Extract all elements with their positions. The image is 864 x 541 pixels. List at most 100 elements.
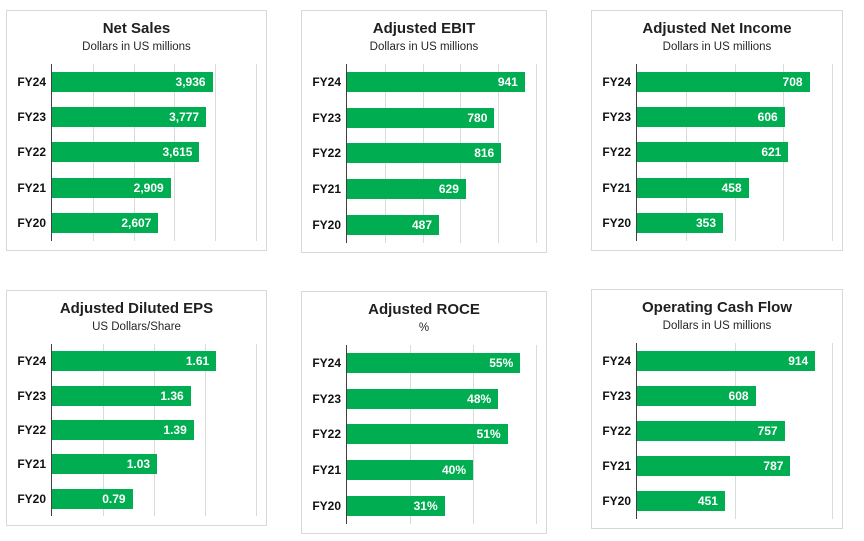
bar: 1.03 — [52, 454, 158, 475]
bar-value-label: 458 — [721, 180, 742, 195]
bar-value-label: 0.79 — [102, 491, 126, 506]
chart-subtitle: % — [418, 322, 430, 334]
category-label: FY24 — [17, 354, 46, 369]
bar-value-label: 2,909 — [133, 180, 164, 195]
bar-row: 3,936 — [52, 64, 256, 99]
category-labels: FY24 FY23 FY22 FY21 FY20 — [592, 64, 636, 241]
chart-subtitle: Dollars in US millions — [662, 320, 772, 332]
category-label: FY23 — [312, 110, 341, 125]
bar: 2,607 — [52, 213, 159, 234]
bar: 780 — [347, 107, 495, 128]
bar-value-label: 31% — [413, 499, 438, 514]
bar-row: 2,909 — [52, 170, 256, 205]
category-label: FY23 — [312, 391, 341, 406]
bar: 816 — [347, 143, 502, 164]
bar-value-label: 3,615 — [162, 145, 193, 160]
chart-area: FY24 FY23 FY22 FY21 FY20 941 780 816 629 487 — [302, 64, 537, 243]
category-label: FY20 — [17, 216, 46, 231]
chart-area: FY24 FY23 FY22 FY21 FY20 708 606 621 458 353 — [592, 64, 833, 241]
category-label: FY20 — [602, 494, 631, 509]
chart-area: FY24 FY23 FY22 FY21 FY20 1.61 1.36 1.39 1.03 0.7… — [7, 344, 257, 516]
chart-subtitle: US Dollars/Share — [92, 321, 181, 333]
chart-panel-adjusted-diluted-eps: Adjusted Diluted EPS US Dollars/Share FY… — [6, 290, 267, 526]
bar: 1.39 — [52, 419, 194, 440]
chart-title: Adjusted Diluted EPS — [59, 300, 214, 317]
category-label: FY23 — [17, 110, 46, 125]
gridline — [832, 343, 833, 519]
bar-row: 914 — [637, 343, 832, 378]
bar: 629 — [347, 179, 466, 200]
chart-panel-net-sales: Net Sales Dollars in US millions FY24 FY2… — [6, 10, 267, 251]
category-label: FY21 — [17, 457, 46, 472]
bar-value-label: 1.03 — [126, 457, 151, 472]
bar-row: 780 — [347, 100, 536, 136]
category-label: FY20 — [312, 499, 341, 514]
bar-row: 1.36 — [52, 378, 256, 412]
bar-row: 55% — [347, 345, 536, 381]
category-label: FY21 — [602, 180, 631, 195]
plot-area: 941 780 816 629 487 — [346, 64, 537, 243]
bar-row: 2,607 — [52, 206, 256, 241]
category-label: FY21 — [312, 463, 341, 478]
bar-value-label: 780 — [467, 110, 488, 125]
category-label: FY23 — [17, 388, 46, 403]
bar-value-label: 451 — [697, 494, 718, 509]
chart-panel-adjusted-ebit: Adjusted EBIT Dollars in US millions FY2… — [301, 10, 547, 253]
plot-area: 708 606 621 458 353 — [636, 64, 833, 241]
category-label: FY20 — [312, 218, 341, 233]
bar: 757 — [637, 420, 785, 441]
gridline — [256, 64, 257, 241]
bar-row: 1.61 — [52, 344, 256, 378]
chart-panel-adjusted-roce: Adjusted ROCE % FY24 FY23 FY22 FY21 FY20 55%… — [301, 291, 547, 534]
chart-panel-adjusted-net-income: Adjusted Net Income Dollars in US millio… — [591, 10, 843, 251]
gridline — [536, 64, 537, 243]
category-label: FY22 — [17, 145, 46, 160]
bar-row: 353 — [637, 206, 832, 241]
category-label: FY24 — [312, 74, 341, 89]
bar-row: 629 — [347, 171, 536, 207]
chart-area: FY24 FY23 FY22 FY21 FY20 3,936 3,777 3,615 2,90… — [7, 64, 257, 241]
category-label: FY20 — [17, 491, 46, 506]
bar-row: 487 — [347, 207, 536, 243]
bar-value-label: 608 — [728, 388, 749, 403]
bar: 1.36 — [52, 385, 191, 406]
bar-row: 787 — [637, 449, 832, 484]
chart-title: Adjusted Net Income — [642, 20, 792, 37]
plot-area: 1.61 1.36 1.39 1.03 0.79 — [51, 344, 257, 516]
bar-row: 621 — [637, 135, 832, 170]
bar: 708 — [637, 71, 810, 92]
bar-row: 0.79 — [52, 482, 256, 516]
category-labels: FY24 FY23 FY22 FY21 FY20 — [7, 64, 51, 241]
chart-subtitle: Dollars in US millions — [82, 41, 191, 53]
category-label: FY20 — [602, 216, 631, 231]
chart-area: FY24 FY23 FY22 FY21 FY20 55% 48% 51% 40% 31% — [302, 345, 537, 524]
bar: 51% — [347, 424, 508, 445]
gridline — [205, 344, 206, 516]
chart-title: Adjusted EBIT — [372, 20, 476, 37]
bar: 941 — [347, 71, 525, 92]
bar-value-label: 757 — [757, 423, 778, 438]
chart-title: Operating Cash Flow — [641, 299, 792, 316]
category-label: FY24 — [602, 353, 631, 368]
bar-row: 1.39 — [52, 413, 256, 447]
bar-value-label: 3,936 — [175, 74, 206, 89]
category-label: FY24 — [17, 74, 46, 89]
plot-area: 55% 48% 51% 40% 31% — [346, 345, 537, 524]
category-label: FY23 — [602, 388, 631, 403]
bar-value-label: 787 — [763, 459, 784, 474]
bar-value-label: 2,607 — [121, 216, 152, 231]
bar-row: 51% — [347, 417, 536, 453]
bar: 31% — [347, 496, 445, 517]
bar: 608 — [637, 385, 756, 406]
category-label: FY22 — [17, 422, 46, 437]
bar-row: 708 — [637, 64, 832, 99]
category-label: FY21 — [17, 180, 46, 195]
chart-panel-operating-cash-flow: Operating Cash Flow Dollars in US millio… — [591, 289, 843, 529]
bar-row: 606 — [637, 99, 832, 134]
bar-row: 31% — [347, 488, 536, 524]
bar: 487 — [347, 215, 440, 236]
bar: 458 — [637, 177, 749, 198]
category-label: FY22 — [602, 423, 631, 438]
category-label: FY22 — [312, 146, 341, 161]
category-labels: FY24 FY23 FY22 FY21 FY20 — [592, 343, 636, 519]
